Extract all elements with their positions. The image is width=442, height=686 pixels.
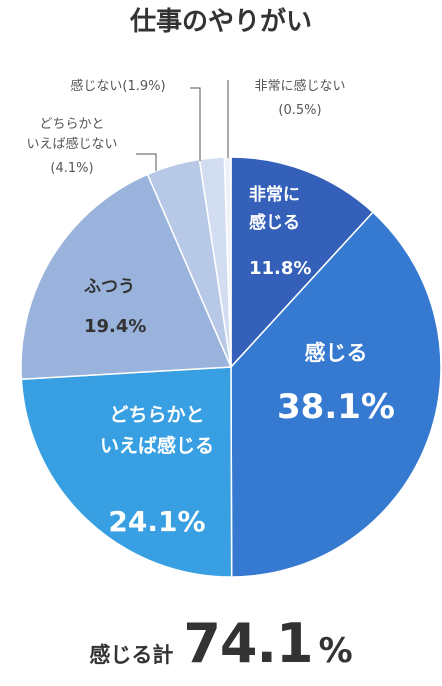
slice-label-text: いえば感じる [100,434,214,457]
total-label: 感じる計 [89,643,174,667]
total-summary: 感じる計 74.1% [0,612,442,682]
slice-value-label: 38.1% [277,387,395,427]
slice-value-label: (4.1%) [50,161,93,176]
slice-value-label: 11.8% [249,258,311,279]
slice-label-text: 感じる [249,212,300,233]
slice-label-text: 感じない(1.9%) [70,78,165,94]
pie-slice-3 [20,366,233,578]
leader-line [136,153,157,171]
slice-value-label: (0.5%) [278,103,321,118]
slice-value-label: 24.1% [108,505,205,538]
leader-line [190,87,201,161]
pie-slices [20,156,442,578]
slice-label-text: 非常に感じない [254,78,345,94]
chart-title: 仕事のやりがい [129,6,312,37]
slice-label-7: 非常に感じない (0.5%) [227,78,346,158]
total-unit: % [318,631,353,671]
slice-label-6: 感じない(1.9%) [70,78,201,161]
slice-value-label: 19.4% [84,316,146,337]
total-value: 74.1 [183,612,313,675]
slice-label-text: 感じる [305,341,368,365]
slice-label-text: 非常に [249,184,300,205]
slice-label-text: どちらかと [109,404,204,426]
slice-label-text: ふつう [84,277,135,297]
pie-slice-2 [230,211,442,578]
slice-label-4: ふつう 19.4% [84,277,146,337]
pie-slice-4 [20,173,233,381]
slice-label-text: いえば感じない [26,136,117,152]
slice-label-2: 感じる 38.1% [277,341,395,427]
pie-slice-1 [230,156,374,369]
slice-label-text: どちらかと [39,117,104,132]
